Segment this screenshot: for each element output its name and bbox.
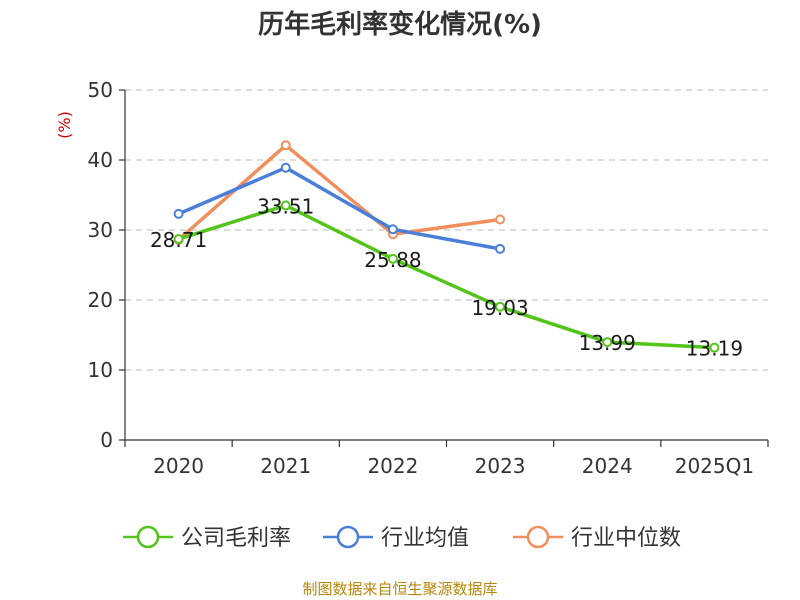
data-point	[495, 301, 506, 312]
y-tick-label: 20	[88, 288, 113, 312]
series-lines	[173, 140, 720, 353]
data-point	[602, 337, 613, 348]
y-tick-label: 0	[100, 428, 113, 452]
data-point	[280, 140, 291, 151]
legend-label: 行业中位数	[571, 526, 681, 551]
data-point	[387, 224, 398, 235]
legend-label: 公司毛利率	[181, 526, 291, 551]
x-tick-label: 2024	[582, 454, 633, 478]
x-tick-label: 2022	[367, 454, 418, 478]
legend-marker-icon	[526, 525, 550, 549]
x-tick-label: 2020	[153, 454, 204, 478]
y-tick-label: 40	[88, 148, 113, 172]
data-point	[495, 214, 506, 225]
axes: 0 10 20 30 40 50 2020 2021 2022 2023 2024 2025Q1 (%)	[55, 78, 769, 478]
chart-source: 制图数据来自恒生聚源数据库	[302, 580, 498, 598]
legend-marker-icon	[336, 525, 360, 549]
data-label: 33.51	[257, 194, 314, 218]
data-point	[280, 162, 291, 173]
legend: 公司毛利率 行业均值 行业中位数	[123, 525, 681, 551]
legend-item: 行业中位数	[513, 525, 681, 551]
y-tick-label: 30	[88, 218, 113, 242]
data-label: 25.88	[364, 248, 421, 272]
legend-item: 行业均值	[323, 525, 469, 551]
y-tick-label: 50	[88, 78, 113, 102]
data-labels: 28.71 33.51 25.88 19.03 13.99 13.19	[150, 194, 743, 360]
data-point	[280, 200, 291, 211]
legend-marker-icon	[136, 525, 160, 549]
data-label: 13.99	[579, 331, 636, 355]
y-axis-label: (%)	[55, 111, 74, 139]
data-point	[709, 342, 720, 353]
data-label: 28.71	[150, 228, 207, 252]
data-point	[495, 243, 506, 254]
data-label: 19.03	[471, 296, 528, 320]
x-tick-label: 2021	[260, 454, 311, 478]
data-point	[173, 234, 184, 245]
series-line	[177, 165, 501, 251]
data-point	[173, 208, 184, 219]
legend-item: 公司毛利率	[123, 525, 291, 551]
y-tick-label: 10	[88, 358, 113, 382]
x-tick-label: 2023	[475, 454, 526, 478]
chart-title: 历年毛利率变化情况(%)	[258, 10, 542, 40]
legend-label: 行业均值	[381, 526, 469, 551]
data-label: 13.19	[686, 337, 743, 361]
data-point	[387, 253, 398, 264]
grid-lines	[125, 89, 768, 371]
series-line	[178, 203, 715, 350]
x-tick-label: 2025Q1	[675, 454, 754, 478]
